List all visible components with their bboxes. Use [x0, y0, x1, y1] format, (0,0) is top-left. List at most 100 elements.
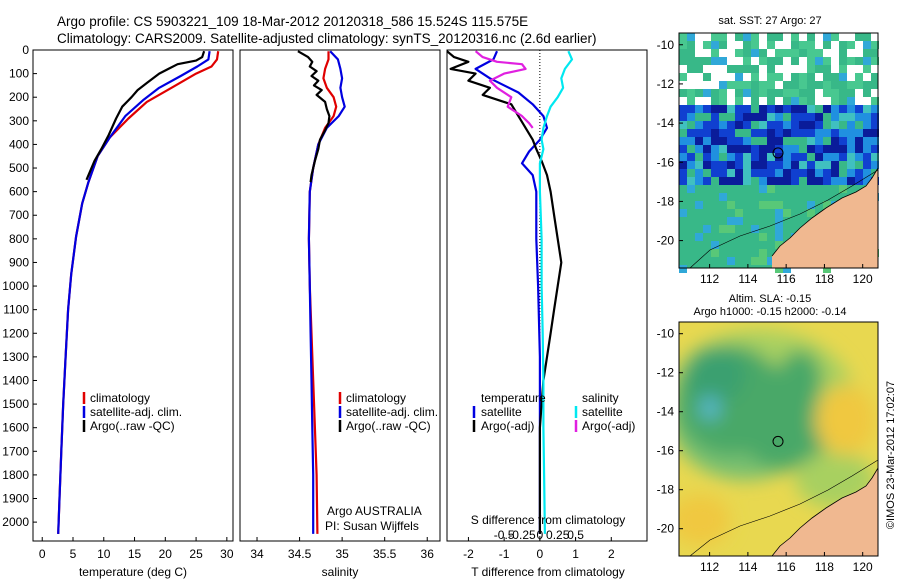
- depth-tick-label: 500: [9, 161, 29, 175]
- depth-tick-label: 1600: [2, 421, 29, 435]
- sst-cell: [815, 145, 823, 153]
- temperature-plot-frame: [32, 49, 234, 542]
- map-lat-label: -20: [657, 234, 675, 248]
- sst-cell: [831, 105, 839, 113]
- x-tick-label: 34: [250, 547, 264, 561]
- sst-cell: [767, 113, 775, 121]
- sst-cell: [863, 129, 871, 137]
- sst-cell: [743, 177, 751, 185]
- sst-cell: [711, 113, 719, 121]
- sst-cell: [871, 137, 879, 145]
- sst-cell: [735, 217, 743, 225]
- sst-cell: [799, 81, 807, 89]
- sst-cell: [711, 121, 719, 129]
- sst-cell: [735, 41, 743, 49]
- sst-coastline-land: [772, 168, 878, 268]
- sst-cell: [855, 65, 863, 73]
- sst-cell: [679, 73, 687, 81]
- sst-cell: [695, 129, 703, 137]
- sst-cell: [791, 145, 799, 153]
- sst-cell: [815, 97, 823, 105]
- sst-cell: [711, 49, 719, 57]
- depth-tick-label: 700: [9, 208, 29, 222]
- temperature-legend: climatology satellite-adj. clim. Argo(..…: [82, 391, 182, 433]
- sst-cell: [727, 49, 735, 57]
- sst-cell: [855, 89, 863, 97]
- sst-cell: [863, 145, 871, 153]
- sst-cell: [735, 153, 743, 161]
- sst-cell: [831, 49, 839, 57]
- map-lat-label: -18: [657, 483, 675, 497]
- sst-cell: [799, 97, 807, 105]
- sst-cell: [719, 49, 727, 57]
- sst-cell: [775, 265, 783, 273]
- sst-cell: [695, 233, 703, 241]
- sst-cell: [847, 177, 855, 185]
- sst-cell: [775, 129, 783, 137]
- salinity-panel: 34 34.5 35 35.5 36 salinity climatology sate…: [239, 49, 441, 579]
- x-tick-label: 35: [335, 547, 349, 561]
- sst-cell: [775, 145, 783, 153]
- sst-cell: [759, 169, 767, 177]
- sst-cell: [839, 113, 847, 121]
- sst-cell: [807, 169, 815, 177]
- x-top-tick-label: 0.25: [546, 528, 570, 542]
- imos-timestamp: ©IMOS 23-Mar-2012 17:02:07: [885, 381, 897, 529]
- series-line-argo-raw-qc-: [297, 50, 331, 183]
- sst-cell: [695, 33, 703, 41]
- legend-sal-satellite-label: satellite: [582, 405, 623, 419]
- map-lon-label: 116: [777, 560, 796, 574]
- sla-blobs: [679, 330, 875, 545]
- sst-cell: [855, 129, 863, 137]
- sst-cell: [751, 73, 759, 81]
- sst-cell: [679, 81, 687, 89]
- sst-cell: [735, 145, 743, 153]
- sst-cell: [815, 177, 823, 185]
- difference-legend: temperature salinity satellite Argo(-adj…: [472, 391, 635, 433]
- sst-cell: [807, 177, 815, 185]
- depth-tick-label: 1800: [2, 468, 29, 482]
- legend-satellite-label: satellite-adj. clim.: [346, 405, 438, 419]
- sst-map-axes: 112 114 116 118 120 -10 -12 -14 -16 -18 -20: [657, 38, 873, 286]
- float-institution: Argo AUSTRALIA: [327, 504, 422, 518]
- sst-cell: [687, 33, 695, 41]
- sst-cell: [759, 185, 767, 193]
- x-tick-label: 2: [608, 547, 615, 561]
- sst-cell: [847, 65, 855, 73]
- map-lat-label: -14: [657, 405, 675, 419]
- sst-cell: [719, 89, 727, 97]
- sst-cell: [871, 145, 879, 153]
- sst-cell: [815, 169, 823, 177]
- sst-cell: [807, 65, 815, 73]
- sst-cell: [735, 161, 743, 169]
- sst-cell: [751, 129, 759, 137]
- sla-coastline: [771, 467, 879, 557]
- map-lon-label: 120: [853, 272, 873, 286]
- sst-cell: [871, 97, 879, 105]
- sst-cell: [687, 153, 695, 161]
- sst-cell: [767, 129, 775, 137]
- sst-cell: [815, 89, 823, 97]
- sst-cell: [791, 113, 799, 121]
- sst-cell: [695, 81, 703, 89]
- sst-map-panel: sat. SST: 27 Argo: 27 112 114 116 118 120 -10…: [657, 15, 879, 286]
- sst-cell: [711, 145, 719, 153]
- sst-cell: [759, 177, 767, 185]
- sst-cell: [863, 105, 871, 113]
- sst-cell: [695, 121, 703, 129]
- sst-cell: [767, 121, 775, 129]
- sst-cell: [695, 145, 703, 153]
- sst-cell: [687, 137, 695, 145]
- sst-cell: [743, 81, 751, 89]
- sst-cell: [847, 33, 855, 41]
- sla-coastline-land: [772, 468, 878, 556]
- sst-cell: [823, 201, 831, 209]
- sst-cell: [759, 129, 767, 137]
- sst-cell: [767, 73, 775, 81]
- sst-cell: [687, 161, 695, 169]
- sst-map-frame: [678, 32, 879, 269]
- sla-blob: [700, 396, 720, 420]
- sst-cell: [727, 33, 735, 41]
- sst-cell: [775, 113, 783, 121]
- sst-cell: [743, 153, 751, 161]
